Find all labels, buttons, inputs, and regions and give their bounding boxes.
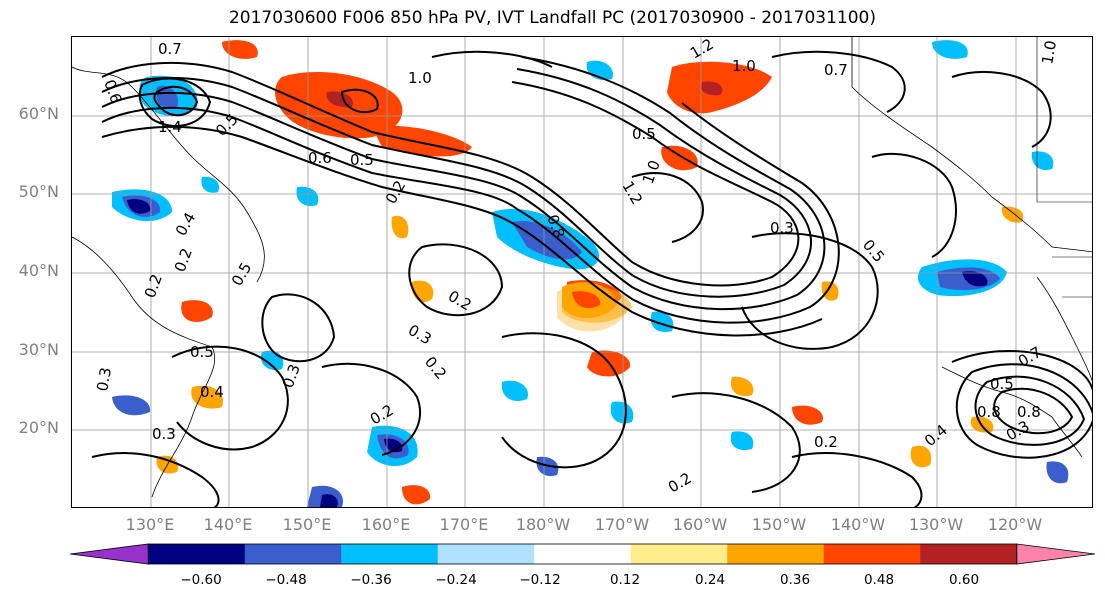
colorbar-segment: [727, 544, 825, 564]
contour-label: 0.8: [977, 403, 1001, 421]
contour-label: 0.8: [1017, 403, 1041, 421]
contour-label: 0.2: [814, 433, 838, 451]
contour-label: 0.7: [824, 61, 848, 79]
colorbar-tick: −0.24: [435, 572, 477, 588]
contour-label: 0.5: [859, 236, 888, 266]
colorbar-tick: 0.36: [779, 572, 811, 588]
lon-label: 170°E: [439, 515, 489, 534]
lat-label: 30°N: [18, 340, 59, 359]
colorbar-segment: [534, 544, 632, 564]
contour-label: 0.6: [100, 77, 125, 106]
contour-label: 0.5: [350, 151, 374, 169]
lat-label: 50°N: [18, 182, 59, 201]
contour-label: 1.2: [687, 37, 717, 62]
lon-label: 150°W: [751, 515, 807, 534]
lon-label: 160°W: [672, 515, 728, 534]
lon-label: 160°E: [361, 515, 411, 534]
colorbar-extend-max: [1016, 543, 1095, 565]
lon-label: 170°W: [594, 515, 650, 534]
colorbar-outline: [147, 543, 1018, 565]
contour-label: 0.5: [228, 259, 256, 289]
colorbar: [70, 543, 1095, 565]
colorbar-segments: [70, 543, 1095, 565]
colorbar-tick: 0.48: [863, 572, 895, 588]
colorbar-segment: [341, 544, 439, 564]
map-canvas: 0.7 0.6 1.4 0.5 0.2 0.4 0.2 0.5 0.3 0.3 …: [72, 37, 1092, 507]
contour-label: 0.4: [200, 383, 224, 401]
contour-label: 1.0: [732, 57, 756, 75]
contour-label: 0.2: [367, 401, 397, 429]
contour-label: 0.2: [665, 469, 695, 497]
colorbar-segment: [148, 544, 246, 564]
colorbar-segment: [244, 544, 342, 564]
contour-label: 0.2: [171, 246, 196, 275]
contour-label: 0.3: [405, 321, 435, 349]
lon-label: 150°E: [282, 515, 332, 534]
colorbar-tick: 0.12: [609, 572, 641, 588]
colorbar-tick: −0.60: [180, 572, 222, 588]
contour-label: 0.5: [990, 375, 1014, 393]
lat-label: 20°N: [18, 418, 59, 437]
colorbar-extend-min: [70, 543, 149, 565]
contour-label: 0.7: [158, 40, 182, 58]
lat-label: 60°N: [18, 104, 59, 123]
contour-label: 0.2: [382, 177, 410, 207]
colorbar-segment: [437, 544, 535, 564]
contour-label: 1.0: [639, 158, 664, 187]
contour-label: 0.2: [141, 272, 166, 301]
contour-label: 0.3: [93, 366, 115, 393]
contour-label: 0.5: [190, 343, 214, 361]
colorbar-tick: 0.60: [948, 572, 980, 588]
map-title: 2017030600 F006 850 hPa PV, IVT Landfall…: [228, 8, 876, 28]
contour-label: 0.6: [308, 149, 332, 167]
contour-label: 0.4: [921, 421, 951, 450]
colorbar-segment: [630, 544, 728, 564]
colorbar-segment: [823, 544, 921, 564]
lon-label: 130°E: [125, 515, 175, 534]
colorbar-tick: −0.12: [519, 572, 561, 588]
lon-label: 180°W: [515, 515, 571, 534]
colorbar-tick: −0.48: [265, 572, 307, 588]
contour-label: 0.7: [1015, 343, 1045, 371]
contour-label: 0.4: [172, 209, 200, 239]
colorbar-segment: [920, 544, 1018, 564]
pv-contours: [91, 50, 1092, 507]
contour-label: 0.3: [770, 219, 794, 237]
contour-label: 1.0: [408, 69, 432, 87]
contour-label: 0.2: [421, 353, 450, 383]
lon-label: 120°W: [987, 515, 1043, 534]
colorbar-tick: 0.24: [694, 572, 726, 588]
colorbar-tick: −0.36: [350, 572, 392, 588]
lon-label: 130°W: [908, 515, 964, 534]
graticule: [72, 37, 1092, 507]
contour-label: 0.2: [445, 287, 475, 315]
lat-label: 40°N: [18, 261, 59, 280]
contour-label: 1.0: [1038, 39, 1060, 66]
lon-label: 140°W: [830, 515, 886, 534]
map-panel[interactable]: 0.7 0.6 1.4 0.5 0.2 0.4 0.2 0.5 0.3 0.3 …: [71, 36, 1093, 508]
contour-label: 0.3: [152, 425, 176, 443]
lon-label: 140°E: [203, 515, 253, 534]
contour-label: 0.5: [632, 125, 656, 143]
shaded-anomaly-regions: [112, 40, 1069, 507]
contour-label: 1.4: [158, 118, 182, 136]
